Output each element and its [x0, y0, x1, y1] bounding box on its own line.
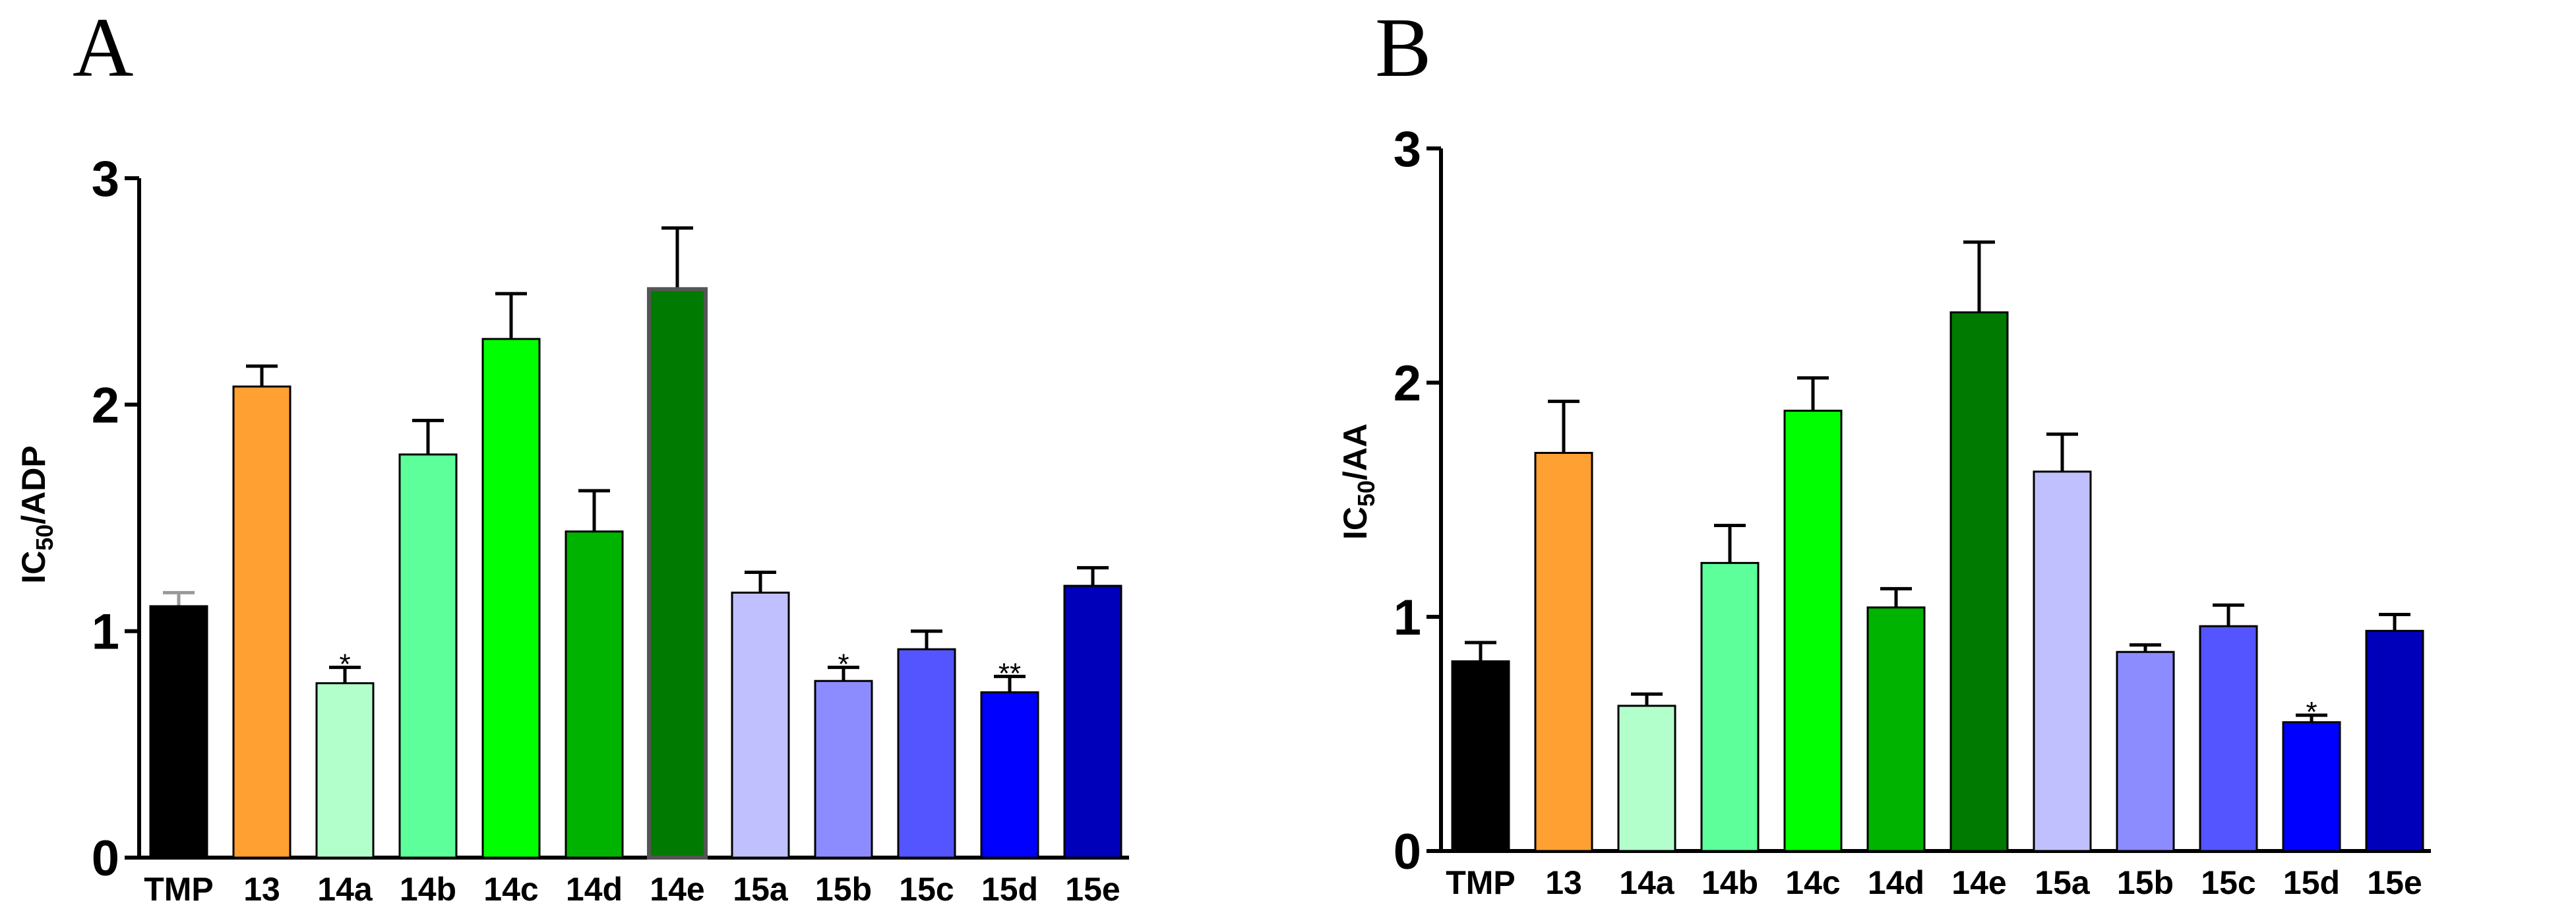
panel-a-xtick-label-15e: 15e: [1065, 871, 1120, 908]
panel-b-ytick-label: 3: [1394, 121, 1421, 177]
panel-a-ylabel-rest: /ADP: [15, 445, 52, 524]
panel-b-bar-14e: [1949, 311, 2009, 852]
panel-a-bar-15e: [1063, 584, 1122, 859]
panel-b-bar-15e: [2365, 629, 2424, 852]
panel-a-xtick-label-13: 13: [243, 871, 280, 908]
panel-b-xtick-label-TMP: TMP: [1446, 864, 1516, 901]
panel-a-xtick-label-14c: 14c: [483, 871, 538, 908]
panel-a-letter: A: [73, 1, 133, 94]
panel-a-y-axis-label: IC50/ADP: [15, 445, 58, 584]
panel-a-xtick-label-15c: 15c: [899, 871, 954, 908]
panel-b-xtick-label-14a: 14a: [1619, 864, 1675, 901]
panel-b-xtick-label-15d: 15d: [2283, 864, 2340, 901]
panel-b-ylabel-main: IC: [1337, 507, 1374, 540]
panel-b-letter: B: [1375, 1, 1431, 94]
panel-b-bar-14a: [1617, 705, 1676, 852]
panel-a-bar-14d: [565, 530, 624, 859]
panel-a-bar-14a: [315, 682, 375, 859]
panel-b-y-axis-label: IC50/AA: [1337, 424, 1380, 540]
panel-b-significance-15d: *: [2306, 696, 2317, 728]
panel-a-xtick-label-15d: 15d: [981, 871, 1038, 908]
panel-b-xtick-label-14c: 14c: [1785, 864, 1840, 901]
panel-a-significance-14a: *: [339, 648, 350, 681]
panel-a: A 0 1 2 3 IC50/ADP TMP 13 14a * 14b 14c 14d 14e 15a 15…: [15, 1, 1129, 908]
panel-b-bar-14d: [1866, 606, 1926, 852]
panel-b-bar-13: [1534, 452, 1593, 852]
panel-a-xtick-label-15a: 15a: [733, 871, 789, 908]
panel-a-bar-15d: [980, 691, 1039, 859]
panel-b-xtick-label-15c: 15c: [2201, 864, 2255, 901]
panel-a-xtick-label-14d: 14d: [566, 871, 623, 908]
panel-b-xtick-label-14d: 14d: [1868, 864, 1924, 901]
panel-a-ytick-label: 2: [92, 377, 119, 433]
panel-a-ytick-label: 1: [92, 604, 119, 660]
panel-a-significance-15b: *: [838, 648, 849, 681]
panel-b-ylabel-rest: /AA: [1337, 424, 1374, 480]
panel-b-bar-15c: [2199, 625, 2258, 852]
panel-b-ytick-label: 2: [1394, 356, 1421, 412]
panel-a-bar-14e: [647, 287, 708, 860]
panel-b-bar-15d: [2282, 721, 2341, 852]
panel-b-xtick-label-13: 13: [1545, 864, 1582, 901]
panel-a-bar-15a: [731, 591, 790, 859]
panel-b-xtick-label-15b: 15b: [2117, 864, 2174, 901]
panel-a-ytick-label: 0: [92, 831, 119, 887]
panel-a-bar-15b: [814, 679, 873, 859]
panel-b: B 0 1 2 3 IC50/AA TMP 13 14a 14b 14c 14d 14e 15a 15b 1…: [1337, 1, 2431, 901]
panel-a-xtick-label-15b: 15b: [815, 871, 872, 908]
panel-b-xtick-label-14e: 14e: [1951, 864, 2006, 901]
panel-b-bar-15b: [2116, 650, 2175, 852]
panel-b-xtick-label-15e: 15e: [2367, 864, 2422, 901]
panel-a-bar-TMP: [149, 605, 208, 859]
panel-a-xtick-label-14e: 14e: [650, 871, 704, 908]
panel-b-bar-14c: [1783, 410, 1843, 852]
panel-a-xtick-label-14a: 14a: [317, 871, 373, 908]
panel-a-bar-13: [232, 385, 291, 859]
panel-b-xtick-label-14b: 14b: [1702, 864, 1758, 901]
panel-a-ylabel-main: IC: [15, 551, 52, 584]
panel-b-bar-14b: [1700, 561, 1760, 852]
panel-a-ylabel-sub: 50: [31, 524, 58, 551]
panel-a-xtick-label-TMP: TMP: [144, 871, 214, 908]
panel-a-bar-14b: [398, 453, 458, 859]
panel-a-ytick-label: 3: [92, 151, 119, 207]
panel-b-bar-TMP: [1451, 660, 1510, 852]
panel-b-ytick-label: 0: [1394, 824, 1421, 880]
panel-a-bar-15c: [897, 648, 956, 859]
panel-b-bar-15a: [2033, 470, 2092, 852]
panel-b-xtick-label-15a: 15a: [2035, 864, 2091, 901]
panel-a-significance-15d: **: [998, 657, 1021, 689]
panel-b-ytick-label: 1: [1394, 590, 1421, 646]
panel-a-bar-14c: [481, 338, 541, 859]
panel-b-ylabel-sub: 50: [1353, 480, 1380, 507]
panel-a-xtick-label-14b: 14b: [400, 871, 456, 908]
